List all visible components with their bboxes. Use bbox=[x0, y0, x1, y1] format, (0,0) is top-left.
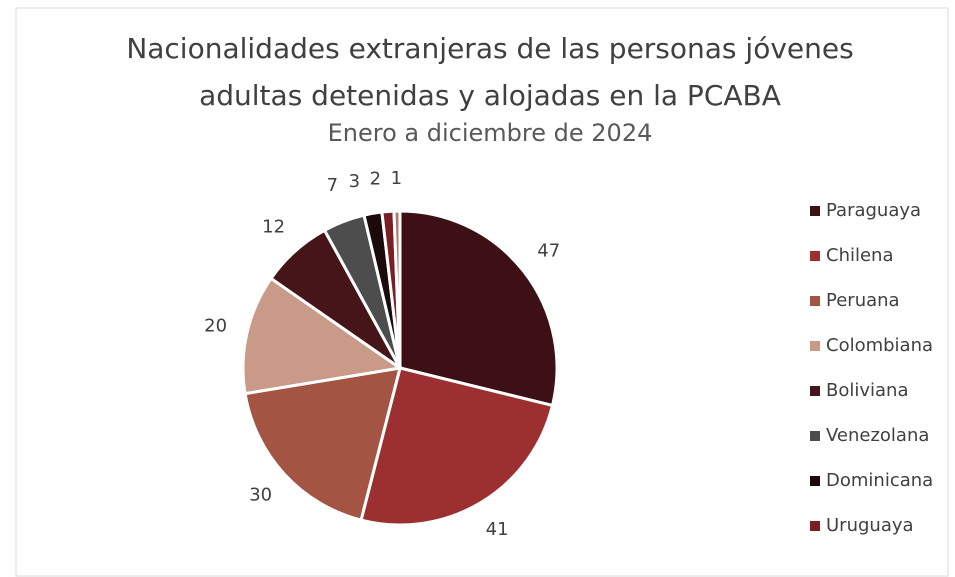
chart-subtitle: Enero a diciembre de 2024 bbox=[328, 119, 653, 147]
chart-title: Nacionalidades extranjeras de las person… bbox=[126, 32, 853, 65]
legend-label: Uruguaya bbox=[826, 515, 914, 536]
legend-swatch bbox=[810, 476, 820, 486]
data-label: 7 bbox=[327, 175, 338, 196]
data-label: 12 bbox=[262, 216, 285, 237]
pie-slice bbox=[398, 209, 559, 408]
legend-label: Dominicana bbox=[826, 470, 933, 491]
legend-label: Paraguaya bbox=[826, 200, 921, 221]
chart-title: adultas detenidas y alojadas en la PCABA bbox=[199, 79, 781, 112]
legend-swatch bbox=[810, 521, 820, 531]
data-label: 41 bbox=[486, 519, 509, 540]
data-label: 30 bbox=[249, 485, 272, 506]
pie-slice bbox=[392, 209, 402, 369]
pie-slice bbox=[241, 276, 404, 396]
legend-swatch bbox=[810, 386, 820, 396]
legend-swatch bbox=[810, 341, 820, 351]
data-label: 1 bbox=[391, 168, 402, 189]
legend-swatch bbox=[810, 251, 820, 261]
data-label: 20 bbox=[204, 315, 227, 336]
legend-swatch bbox=[810, 296, 820, 306]
legend-swatch bbox=[810, 431, 820, 441]
legend-swatch bbox=[810, 206, 820, 216]
data-label: 2 bbox=[370, 169, 381, 190]
legend-label: Colombiana bbox=[826, 335, 933, 356]
pie-slice bbox=[359, 366, 555, 527]
data-label: 3 bbox=[349, 171, 360, 192]
pie-slice bbox=[243, 366, 403, 522]
legend-label: Peruana bbox=[826, 290, 900, 311]
legend-label: Boliviana bbox=[826, 380, 909, 401]
legend-label: Venezolana bbox=[826, 425, 929, 446]
data-label: 47 bbox=[537, 240, 560, 261]
legend-label: Chilena bbox=[826, 245, 894, 266]
